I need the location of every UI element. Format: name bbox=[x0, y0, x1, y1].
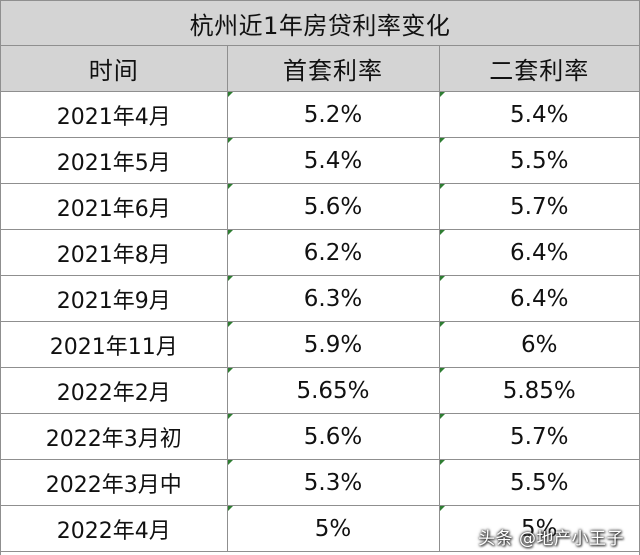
header-date: 时间 bbox=[1, 46, 228, 92]
row-date: 2022年2月 bbox=[1, 367, 228, 414]
row-date: 2021年6月 bbox=[1, 183, 228, 230]
row-first-rate: 5.6% bbox=[226, 183, 440, 230]
table-row: 2021年9月 6.3% 6.4% bbox=[1, 275, 639, 322]
header-first-rate: 首套利率 bbox=[226, 46, 440, 92]
row-second-rate: 5.5% bbox=[438, 459, 639, 506]
row-first-rate: 5.2% bbox=[226, 91, 440, 138]
row-second-rate: 5.7% bbox=[438, 183, 639, 230]
row-second-rate: 5.85% bbox=[438, 367, 639, 414]
table-row: 2021年8月 6.2% 6.4% bbox=[1, 229, 639, 276]
row-first-rate: 5.65% bbox=[226, 367, 440, 414]
table-row: 2021年11月 5.9% 6% bbox=[1, 321, 639, 368]
table-row: 2022年3月初 5.6% 5.7% bbox=[1, 413, 639, 460]
row-first-rate: 5.3% bbox=[226, 459, 440, 506]
row-second-rate: 6.4% bbox=[438, 275, 639, 322]
row-date: 2021年4月 bbox=[1, 91, 228, 138]
row-second-rate: 5% bbox=[438, 505, 639, 552]
table-row: 2022年3月中 5.3% 5.5% bbox=[1, 459, 639, 506]
row-second-rate: 6.4% bbox=[438, 229, 639, 276]
table-row: 2022年2月 5.65% 5.85% bbox=[1, 367, 639, 414]
header-second-rate: 二套利率 bbox=[438, 46, 639, 92]
table-row: 2021年6月 5.6% 5.7% bbox=[1, 183, 639, 230]
row-first-rate: 5.9% bbox=[226, 321, 440, 368]
row-second-rate: 6% bbox=[438, 321, 639, 368]
row-second-rate: 5.5% bbox=[438, 137, 639, 184]
row-first-rate: 5% bbox=[226, 505, 440, 552]
table-row: 2021年4月 5.2% 5.4% bbox=[1, 91, 639, 138]
row-date: 2021年11月 bbox=[1, 321, 228, 368]
row-first-rate: 6.2% bbox=[226, 229, 440, 276]
header-row: 时间 首套利率 二套利率 bbox=[1, 46, 639, 92]
row-second-rate: 5.4% bbox=[438, 91, 639, 138]
watermark: 头条 @地产小王子 bbox=[478, 529, 624, 549]
row-date: 2022年3月初 bbox=[1, 413, 228, 460]
row-second-rate: 5.7% bbox=[438, 413, 639, 460]
row-date: 2022年4月 bbox=[1, 505, 228, 552]
row-date: 2021年5月 bbox=[1, 137, 228, 184]
row-first-rate: 5.6% bbox=[226, 413, 440, 460]
table-row: 2022年4月 5% 5% bbox=[1, 505, 639, 552]
table-row: 2021年5月 5.4% 5.5% bbox=[1, 137, 639, 184]
row-date: 2021年9月 bbox=[1, 275, 228, 322]
table-title: 杭州近1年房贷利率变化 bbox=[1, 0, 639, 46]
row-first-rate: 6.3% bbox=[226, 275, 440, 322]
row-first-rate: 5.4% bbox=[226, 137, 440, 184]
rate-table: 时间 首套利率 二套利率 2021年4月 5.2% 5.4% 2021年5月 5… bbox=[1, 46, 639, 552]
row-date: 2021年8月 bbox=[1, 229, 228, 276]
row-date: 2022年3月中 bbox=[1, 459, 228, 506]
